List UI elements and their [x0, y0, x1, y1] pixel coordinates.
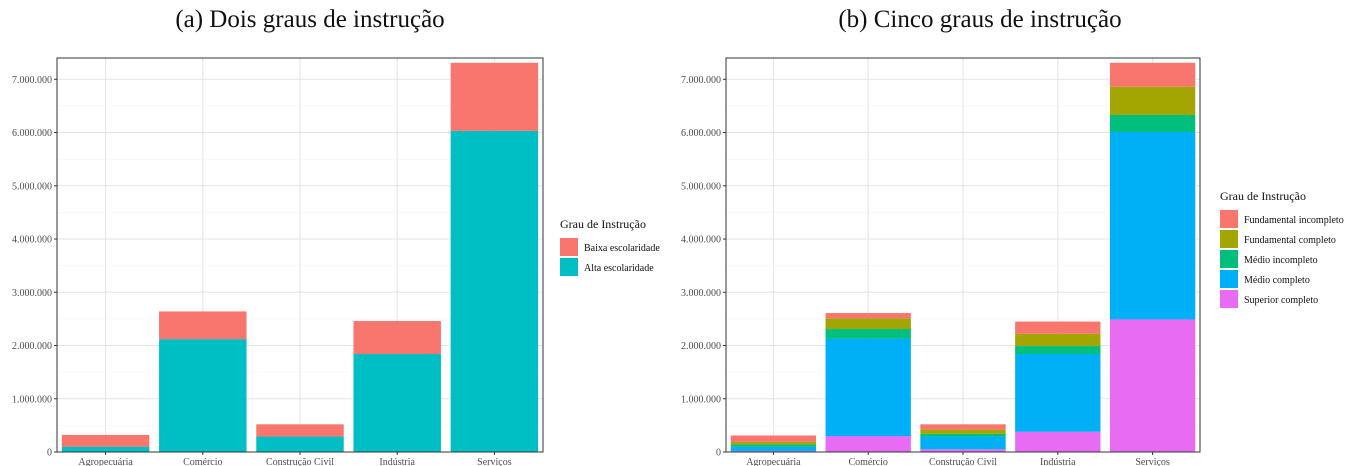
y-tick-label: 5.000.000 [12, 181, 52, 192]
bar-segment [730, 435, 817, 442]
bar-segment [1109, 132, 1196, 320]
bar-segment [256, 424, 344, 437]
x-tick-label: Indústria [1040, 457, 1076, 466]
bar-segment [730, 450, 817, 452]
bar-segment [61, 446, 150, 452]
plot-border [56, 57, 544, 453]
legend-swatch [560, 258, 578, 276]
bar-segment [825, 318, 911, 330]
bar-segment [920, 433, 1006, 437]
bar-segment [1015, 354, 1101, 432]
y-tick-label: 1.000.000 [681, 394, 721, 405]
legend-swatch [560, 238, 578, 256]
legend-swatch [1220, 250, 1238, 268]
x-tick-label: Indústria [379, 457, 415, 466]
legend-label: Alta escolaridade [584, 263, 654, 274]
y-tick-label: 0 [47, 448, 52, 459]
y-tick-label: 4.000.000 [681, 235, 721, 246]
legend-label: Fundamental incompleto [1244, 215, 1344, 226]
y-tick-label: 5.000.000 [681, 181, 721, 192]
x-tick-label: Construção Civil [929, 457, 997, 466]
y-tick-label: 2.000.000 [12, 341, 52, 352]
legend-label: Médio completo [1244, 275, 1310, 286]
legend-label: Médio incompleto [1244, 255, 1318, 266]
y-tick-label: 6.000.000 [12, 128, 52, 139]
chart-b-title: (b) Cinco graus de instrução [838, 6, 1122, 33]
legend-title: Grau de Instrução [1220, 189, 1306, 203]
x-tick-label: Construção Civil [266, 457, 334, 466]
bar-segment [920, 429, 1006, 434]
bar-segment [353, 354, 441, 452]
bar-segment [825, 313, 911, 319]
y-tick-label: 2.000.000 [681, 341, 721, 352]
x-tick-label: Serviços [1135, 457, 1170, 466]
bar-segment [1109, 62, 1196, 87]
y-tick-label: 7.000.000 [681, 75, 721, 86]
y-tick-label: 3.000.000 [681, 288, 721, 299]
y-tick-label: 6.000.000 [681, 128, 721, 139]
y-tick-label: 1.000.000 [12, 394, 52, 405]
legend-swatch [1220, 270, 1238, 288]
bar-segment [1015, 346, 1101, 355]
bar-segment [730, 446, 817, 451]
bar-segment [450, 62, 539, 131]
legend-label: Superior completo [1244, 295, 1318, 306]
bar-segment [825, 338, 911, 437]
legend-label: Fundamental completo [1244, 235, 1336, 246]
y-tick-label: 3.000.000 [12, 288, 52, 299]
chart-b: 0 1.000.000 2.000.000 3.000.000 4.000.000 5.0… [681, 57, 1344, 466]
bar-segment [825, 329, 911, 339]
bar-segment [61, 434, 150, 447]
y-tick-label: 7.000.000 [12, 75, 52, 86]
bar-segment [1015, 431, 1101, 452]
legend-swatch [1220, 210, 1238, 228]
legend: Grau de Instrução Fundamental incompleto F… [1220, 189, 1344, 308]
bar-segment [920, 424, 1006, 430]
x-tick-label: Serviços [477, 457, 512, 466]
x-tick-label: Agropecuária [746, 457, 801, 466]
legend-title: Grau de Instrução [560, 217, 646, 231]
bar-segment [920, 449, 1006, 452]
bar-segment [256, 436, 344, 452]
chart-a-title: (a) Dois graus de instrução [175, 6, 445, 33]
bar-segment [450, 130, 539, 452]
bar-segment [1109, 86, 1196, 115]
bar-segment [1109, 319, 1196, 452]
legend-swatch [1220, 230, 1238, 248]
chart-a: 0 1.000.000 2.000.000 3.000.000 4.000.000 5.0… [12, 57, 660, 466]
x-tick-label: Comércio [848, 457, 887, 466]
x-tick-label: Comércio [183, 457, 222, 466]
bar-segment [920, 436, 1006, 450]
bar-segment [159, 311, 247, 340]
bar-segment [1109, 114, 1196, 133]
x-tick-label: Agropecuária [78, 457, 133, 466]
bar-segment [159, 339, 247, 452]
plot-border [725, 57, 1201, 453]
y-tick-label: 0 [716, 448, 721, 459]
bar-segment [1015, 333, 1101, 347]
bar-segment [353, 321, 441, 355]
legend: Grau de Instrução Baixa escolaridade Alta … [560, 217, 660, 276]
bar-segment [1015, 321, 1101, 334]
y-tick-label: 4.000.000 [12, 235, 52, 246]
legend-label: Baixa escolaridade [584, 243, 660, 254]
bar-segment [730, 444, 817, 447]
bar-segment [730, 441, 817, 445]
legend-swatch [1220, 290, 1238, 308]
bar-segment [825, 436, 911, 452]
